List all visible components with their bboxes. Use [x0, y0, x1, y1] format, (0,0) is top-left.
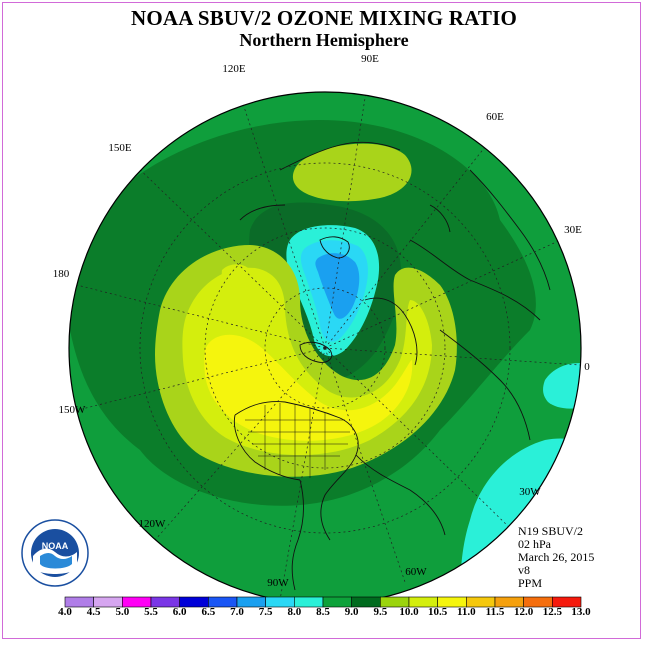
lon-label: 60E — [486, 111, 504, 123]
metadata-block: N19 SBUV/2 02 hPa March 26, 2015 v8 PPM — [518, 525, 594, 590]
colorbar-label: 8.0 — [287, 606, 302, 618]
colorbar-label: 11.5 — [485, 606, 505, 618]
noaa-logo: NOAA — [21, 519, 89, 587]
max-horseshoe-core — [204, 334, 413, 441]
lon-label: 180 — [53, 268, 70, 280]
coastlines — [233, 141, 551, 591]
colorbar-label: 13.0 — [571, 606, 591, 618]
figure-frame — [2, 2, 641, 639]
lon-label: 120E — [222, 63, 246, 75]
colorbar-label: 12.5 — [542, 606, 562, 618]
colorbar-label: 4.5 — [86, 606, 101, 618]
lon-label: 60W — [405, 566, 427, 578]
colorbar-label: 10.5 — [428, 606, 448, 618]
colorbar-swatch — [552, 596, 582, 608]
lon-label: 90W — [267, 577, 289, 589]
lon-label: 150E — [108, 142, 132, 154]
colorbar-label: 6.5 — [201, 606, 216, 618]
colorbar-label: 10.0 — [399, 606, 419, 618]
lon-label: 0 — [584, 361, 590, 373]
low-ozone-core — [315, 253, 360, 319]
longitude-labels: 90E 60E 30E 0 30W 60W 90W 120W 150W 180 … — [53, 53, 591, 589]
colorbar-label: 7.0 — [230, 606, 244, 618]
chart-subtitle: Northern Hemisphere — [239, 30, 409, 50]
colorbar-label: 11.0 — [457, 606, 476, 618]
colorbar — [64, 596, 582, 608]
chart-title: NOAA SBUV/2 OZONE MIXING RATIO — [131, 6, 517, 30]
colorbar-label: 7.5 — [258, 606, 273, 618]
colorbar-labels: 4.0 4.5 5.0 5.5 6.0 6.5 7.0 7.5 8.0 8.5 9.0 9.5 10.0… — [0, 606, 648, 620]
colorbar-label: 5.0 — [115, 606, 130, 618]
graticule — [69, 92, 581, 601]
atlantic-low-patch — [543, 363, 581, 409]
date-label: March 26, 2015 — [518, 550, 595, 564]
version-label: v8 — [518, 563, 530, 577]
colorbar-label: 12.0 — [514, 606, 534, 618]
instrument-label: N19 SBUV/2 — [518, 524, 584, 538]
eurasian-max-outer — [292, 143, 412, 202]
units-label: PPM — [518, 576, 543, 590]
colorbar-label: 9.0 — [344, 606, 359, 618]
colorbar-label: 8.5 — [316, 606, 330, 618]
lon-label: 120W — [139, 518, 167, 530]
max-small-core — [221, 264, 254, 288]
logo-text: NOAA — [42, 541, 69, 551]
lon-label: 90E — [361, 53, 379, 65]
colorbar-label: 6.0 — [172, 606, 187, 618]
colorbar-label: 5.5 — [144, 606, 158, 618]
lon-label: 150W — [59, 404, 87, 416]
colorbar-label: 9.5 — [373, 606, 388, 618]
lon-label: 30E — [564, 224, 582, 236]
lon-label: 30W — [519, 486, 541, 498]
colorbar-label: 4.0 — [58, 606, 72, 618]
pressure-level-label: 02 hPa — [518, 537, 551, 551]
